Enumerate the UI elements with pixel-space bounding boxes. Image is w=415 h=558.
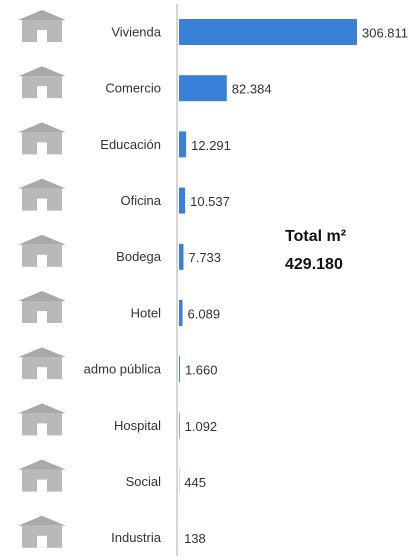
icon-door	[37, 367, 47, 380]
icon-roof	[18, 122, 66, 133]
bar	[179, 19, 357, 45]
value-label: 1.660	[185, 363, 218, 378]
category-label: Industria	[111, 530, 162, 545]
icon-roof	[18, 291, 66, 301]
total-value: 429.180	[285, 256, 343, 273]
icon-door	[37, 479, 47, 492]
category-label: Social	[126, 474, 162, 489]
icon-door	[37, 254, 47, 267]
icon-door	[37, 86, 47, 99]
value-label: 6.089	[188, 306, 221, 321]
category-label: Hotel	[131, 305, 161, 320]
icon-roof	[18, 403, 66, 414]
category-label: Oficina	[121, 193, 162, 208]
bar	[179, 300, 183, 326]
icon-roof	[18, 66, 66, 77]
bar	[179, 412, 180, 439]
category-label: Educación	[100, 137, 161, 152]
bar	[179, 75, 227, 102]
icon-door	[37, 535, 47, 548]
icon-roof	[18, 10, 66, 20]
bar	[179, 187, 186, 214]
bar	[179, 131, 187, 158]
icon-roof	[18, 347, 66, 358]
bar	[179, 243, 184, 270]
value-label: 445	[184, 475, 206, 490]
icon-door	[37, 423, 47, 436]
value-label: 10.537	[190, 194, 230, 209]
bar	[179, 356, 180, 383]
category-label: Bodega	[116, 249, 162, 264]
category-label: Comercio	[105, 81, 161, 96]
value-label: 7.733	[188, 250, 221, 265]
value-label: 1.092	[185, 419, 218, 434]
icon-door	[37, 30, 47, 42]
value-label: 12.291	[191, 138, 231, 153]
category-label: Vivienda	[111, 24, 161, 39]
total-label: Total m²	[285, 228, 346, 245]
icon-door	[37, 198, 47, 211]
icon-door	[37, 311, 47, 323]
value-label: 306.811	[362, 25, 408, 40]
value-label: 82.384	[232, 82, 272, 97]
icon-roof	[18, 178, 66, 189]
icon-roof	[18, 234, 66, 245]
icon-door	[37, 142, 47, 155]
value-label: 138	[184, 531, 206, 546]
icon-roof	[18, 515, 66, 526]
icon-roof	[18, 459, 66, 470]
category-label: Hospital	[114, 418, 161, 433]
category-label: admo pública	[84, 362, 162, 377]
